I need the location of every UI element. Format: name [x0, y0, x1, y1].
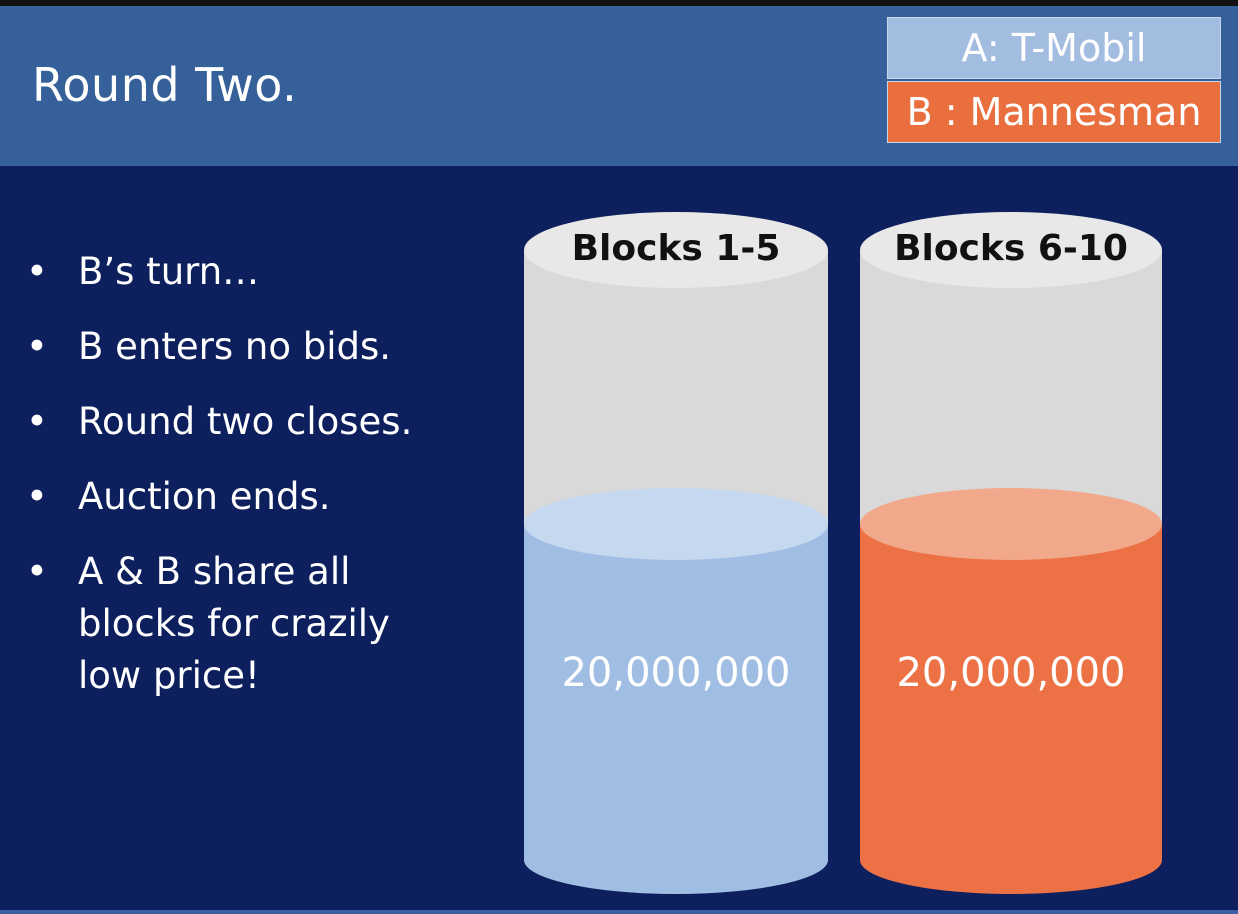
- cylinder-2-fill: [860, 524, 1162, 860]
- bullet-list: B’s turn… B enters no bids. Round two cl…: [26, 246, 446, 725]
- cylinder-1-value: 20,000,000: [561, 650, 790, 696]
- cylinder-2-top: [860, 212, 1162, 288]
- top-border: [0, 0, 1238, 6]
- cylinder-blocks-1-5: Blocks 1-5 20,000,000: [524, 212, 828, 894]
- cylinder-2-label: Blocks 6-10: [894, 228, 1128, 269]
- bullet-item: Round two closes.: [26, 396, 446, 448]
- cylinder-1-bottom: [524, 826, 828, 894]
- cylinder-1-top: [524, 212, 828, 288]
- bullet-item: B enters no bids.: [26, 321, 446, 373]
- cylinder-2-fill-top: [860, 488, 1162, 560]
- bullet-item: B’s turn…: [26, 246, 446, 298]
- legend-item-a: A: T-Mobil: [887, 17, 1221, 79]
- cylinder-2-bottom: [860, 826, 1162, 894]
- cylinder-1-fill: [524, 524, 828, 860]
- bullet-item: Auction ends.: [26, 471, 446, 523]
- cylinder-1-fill-top: [524, 488, 828, 560]
- cylinder-1-label: Blocks 1-5: [572, 228, 781, 269]
- cylinder-blocks-6-10: Blocks 6-10 20,000,000: [860, 212, 1162, 894]
- slide-title: Round Two.: [32, 58, 298, 112]
- cylinder-2-value: 20,000,000: [896, 650, 1125, 696]
- bottom-border: [0, 910, 1238, 914]
- bullet-item: A & B share all blocks for crazily low p…: [26, 546, 446, 702]
- legend-item-b: B : Mannesman: [887, 81, 1221, 143]
